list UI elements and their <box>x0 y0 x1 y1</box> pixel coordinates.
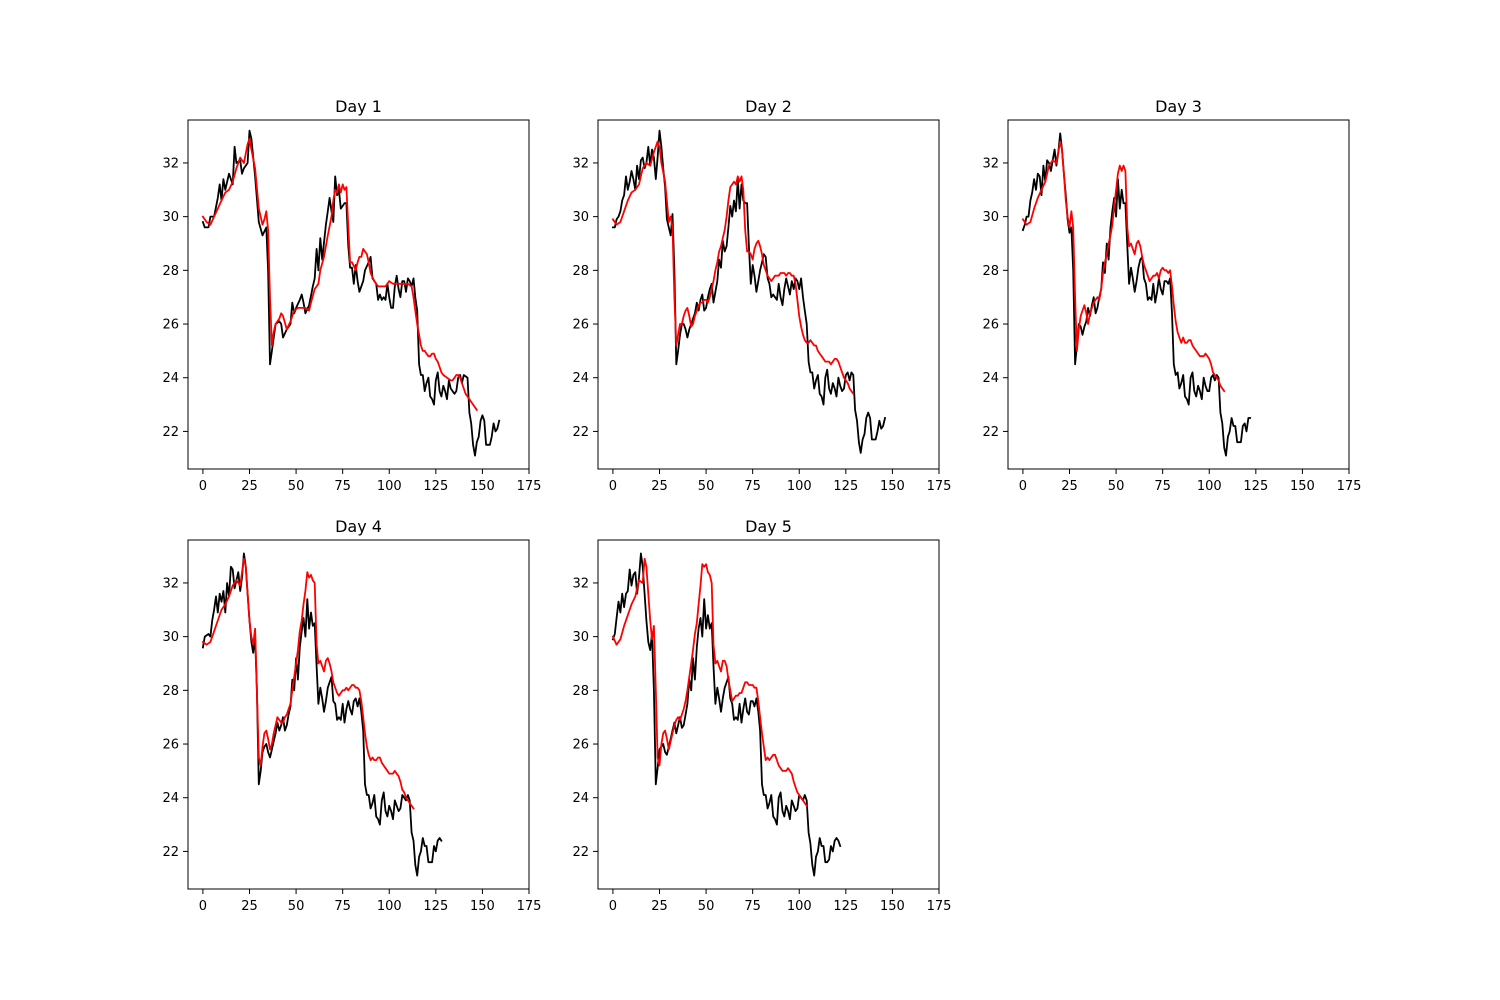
x-tick-label: 175 <box>927 479 952 494</box>
x-tick-label: 25 <box>651 899 668 914</box>
y-tick-label: 32 <box>162 156 179 171</box>
subplot-title: Day 1 <box>335 97 382 116</box>
series-line-1 <box>611 140 855 396</box>
x-tick-label: 100 <box>377 899 402 914</box>
x-tick-label: 25 <box>651 479 668 494</box>
x-tick-label: 100 <box>1197 479 1222 494</box>
x-tick-label: 0 <box>609 899 617 914</box>
x-tick-label: 75 <box>334 479 351 494</box>
x-tick-label: 0 <box>199 899 207 914</box>
y-tick-label: 22 <box>982 425 999 440</box>
x-tick-label: 50 <box>1108 479 1125 494</box>
y-tick-label: 24 <box>162 371 179 386</box>
y-tick-label: 22 <box>572 845 589 860</box>
axes-frame <box>187 539 530 890</box>
axes-frame <box>187 119 530 470</box>
y-tick-label: 28 <box>572 684 589 699</box>
y-tick-label: 30 <box>572 630 589 645</box>
subplot-title: Day 3 <box>1155 97 1202 116</box>
axes-frame <box>1007 119 1350 470</box>
axes-frame <box>597 539 940 890</box>
x-tick-label: 175 <box>1337 479 1362 494</box>
y-tick-label: 30 <box>982 210 999 225</box>
x-tick-label: 100 <box>377 479 402 494</box>
x-tick-label: 50 <box>698 899 715 914</box>
series-line-0 <box>1021 132 1252 457</box>
y-tick-label: 26 <box>572 738 589 753</box>
x-tick-label: 175 <box>927 899 952 914</box>
subplot-day-3: Day 3 0 25 50 75 100 125 150 175 22 24 26 28 30 32 <box>982 97 1361 494</box>
series-line-0 <box>201 552 443 877</box>
y-tick-label: 30 <box>162 210 179 225</box>
y-tick-label: 24 <box>982 371 999 386</box>
subplot-day-4: Day 4 0 25 50 75 100 125 150 175 22 24 26 28 30 32 <box>162 517 541 914</box>
y-tick-label: 28 <box>572 264 589 279</box>
x-tick-label: 50 <box>288 899 305 914</box>
x-tick-label: 25 <box>1061 479 1078 494</box>
y-tick-label: 24 <box>572 791 589 806</box>
x-tick-label: 75 <box>744 899 761 914</box>
x-tick-label: 0 <box>609 479 617 494</box>
y-tick-label: 32 <box>982 156 999 171</box>
y-tick-label: 28 <box>982 264 999 279</box>
y-tick-label: 32 <box>572 156 589 171</box>
subplot-day-2: Day 2 0 25 50 75 100 125 150 175 22 24 26 28 30 32 <box>572 97 951 494</box>
y-tick-label: 28 <box>162 264 179 279</box>
y-tick-label: 28 <box>162 684 179 699</box>
y-tick-label: 26 <box>162 318 179 333</box>
x-tick-label: 125 <box>833 479 858 494</box>
x-tick-label: 25 <box>241 479 258 494</box>
x-tick-label: 100 <box>787 899 812 914</box>
x-tick-label: 150 <box>880 479 905 494</box>
subplot-day-5: Day 5 0 25 50 75 100 125 150 175 22 24 26 28 30 32 <box>572 517 951 914</box>
subplot-title: Day 2 <box>745 97 792 116</box>
y-tick-label: 32 <box>162 576 179 591</box>
x-tick-label: 150 <box>470 479 495 494</box>
x-tick-label: 100 <box>787 479 812 494</box>
x-tick-label: 175 <box>517 899 542 914</box>
y-tick-label: 30 <box>162 630 179 645</box>
x-tick-label: 175 <box>517 479 542 494</box>
y-tick-label: 26 <box>982 318 999 333</box>
x-tick-label: 0 <box>1019 479 1027 494</box>
subplot-day-1: Day 1 0 25 50 75 100 125 150 175 22 24 26 28 30 32 <box>162 97 541 494</box>
x-tick-label: 75 <box>744 479 761 494</box>
y-tick-label: 26 <box>572 318 589 333</box>
subplot-title: Day 4 <box>335 517 382 536</box>
x-tick-label: 75 <box>1154 479 1171 494</box>
x-tick-label: 50 <box>698 479 715 494</box>
y-tick-label: 22 <box>162 425 179 440</box>
y-tick-label: 22 <box>162 845 179 860</box>
x-tick-label: 50 <box>288 479 305 494</box>
x-tick-label: 125 <box>1243 479 1268 494</box>
series-line-1 <box>1021 140 1226 393</box>
y-tick-label: 26 <box>162 738 179 753</box>
x-tick-label: 150 <box>470 899 495 914</box>
y-tick-label: 22 <box>572 425 589 440</box>
x-tick-label: 25 <box>241 899 258 914</box>
series-line-1 <box>611 557 808 808</box>
x-tick-label: 150 <box>880 899 905 914</box>
y-tick-label: 32 <box>572 576 589 591</box>
x-tick-label: 125 <box>833 899 858 914</box>
series-line-1 <box>201 137 479 412</box>
y-tick-label: 24 <box>572 371 589 386</box>
series-line-0 <box>612 129 887 454</box>
y-tick-label: 24 <box>162 791 179 806</box>
x-tick-label: 0 <box>199 479 207 494</box>
x-tick-label: 75 <box>334 899 351 914</box>
x-tick-label: 150 <box>1290 479 1315 494</box>
axes-frame <box>597 119 940 470</box>
x-tick-label: 125 <box>423 899 448 914</box>
series-line-1 <box>201 557 415 810</box>
subplot-title: Day 5 <box>745 517 792 536</box>
x-tick-label: 125 <box>423 479 448 494</box>
y-tick-label: 30 <box>572 210 589 225</box>
